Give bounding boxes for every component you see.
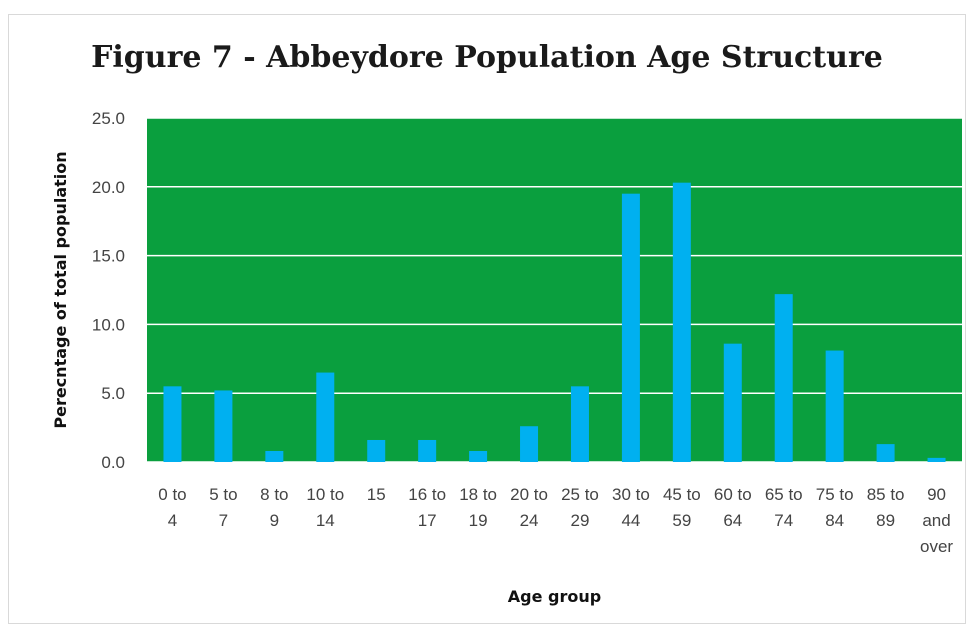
y-tick-label: 15.0: [92, 247, 125, 266]
bar: [570, 386, 589, 462]
x-tick-label: 20 to 24: [510, 485, 548, 530]
y-axis-title: Perecntage of total population: [51, 151, 70, 428]
x-tick-label: 85 to 89: [867, 485, 905, 530]
bar: [672, 182, 691, 462]
x-tick-label: 16 to 17: [408, 485, 446, 530]
bar: [825, 350, 844, 462]
x-tick-label: 45 to 59: [663, 485, 701, 530]
bar: [876, 444, 895, 462]
y-tick-label: 10.0: [92, 315, 125, 334]
y-tick-label: 25.0: [92, 109, 125, 128]
bar: [520, 426, 539, 462]
x-tick-label: 65 to 74: [765, 485, 803, 530]
bar: [774, 294, 793, 462]
chart-title: Figure 7 - Abbeydore Population Age Stru…: [91, 40, 883, 75]
bar: [316, 372, 335, 462]
x-tick-label: 30 to 44: [612, 485, 650, 530]
bar: [723, 343, 742, 462]
bar: [621, 193, 640, 462]
y-tick-label: 0.0: [101, 453, 125, 472]
x-tick-label: 15: [367, 485, 386, 504]
x-tick-label: 8 to 9: [260, 485, 288, 530]
y-tick-label: 20.0: [92, 178, 125, 197]
x-axis-title: Age group: [508, 587, 601, 606]
x-tick-label: 90 and over: [920, 485, 953, 556]
y-tick-label: 5.0: [101, 384, 125, 403]
x-tick-label: 10 to 14: [306, 485, 344, 530]
bar: [469, 450, 488, 462]
bars: [163, 182, 946, 462]
x-axis-ticks: 0 to 4 5 to 7 8 to 9 10 to 14 15 16 to 17 18 to 19 20…: [158, 485, 953, 556]
x-tick-label: 5 to 7: [209, 485, 237, 530]
y-axis-ticks: 0.0 5.0 10.0 15.0 20.0 25.0: [92, 109, 125, 472]
bar: [367, 439, 386, 462]
bar: [214, 390, 233, 462]
x-tick-label: 0 to 4: [158, 485, 186, 530]
x-tick-label: 75 to 84: [816, 485, 854, 530]
bar: [265, 450, 284, 462]
bar: [927, 457, 946, 462]
bar: [418, 439, 437, 462]
x-tick-label: 60 to 64: [714, 485, 752, 530]
x-tick-label: 25 to 29: [561, 485, 599, 530]
x-tick-label: 18 to 19: [459, 485, 497, 530]
bar: [163, 386, 182, 462]
